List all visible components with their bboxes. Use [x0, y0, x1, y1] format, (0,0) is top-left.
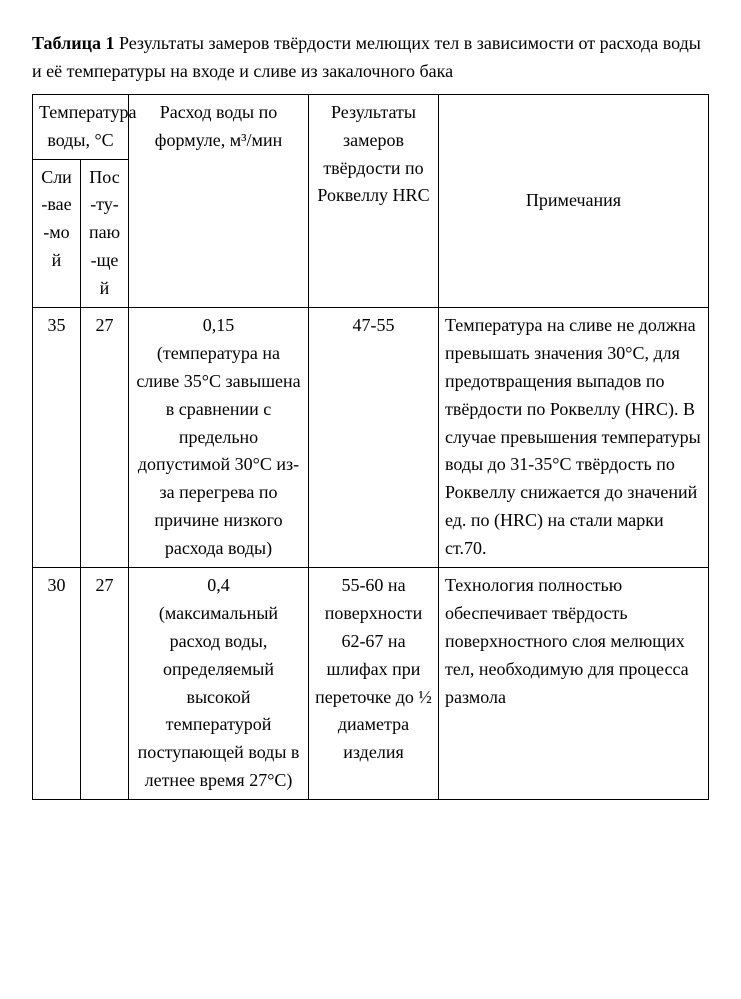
header-row-1: Температура воды, °С Расход воды по форм…: [33, 94, 709, 159]
cell-inflow: 27: [81, 568, 129, 800]
cell-notes: Температура на сливе не должна превышать…: [439, 308, 709, 568]
cell-outflow: 35: [33, 308, 81, 568]
caption-text: Результаты замеров твёрдости мелющих тел…: [32, 33, 701, 81]
table-row: 30 27 0,4(максимальный расход воды, опре…: [33, 568, 709, 800]
cell-hrc: 47-55: [309, 308, 439, 568]
th-inflow: Пос-ту-паю-щей: [81, 159, 129, 307]
cell-notes: Технология полностью обеспечивает твёрдо…: [439, 568, 709, 800]
cell-outflow: 30: [33, 568, 81, 800]
cell-flow: 0,4(максимальный расход воды, определяем…: [129, 568, 309, 800]
th-temperature: Температура воды, °С: [33, 94, 129, 159]
caption-label: Таблица 1: [32, 33, 114, 53]
th-notes: Примечания: [439, 94, 709, 307]
cell-flow: 0,15(температура на сливе 35°С завышена …: [129, 308, 309, 568]
table-row: 35 27 0,15(температура на сливе 35°С зав…: [33, 308, 709, 568]
table-caption: Таблица 1 Результаты замеров твёрдости м…: [32, 30, 709, 86]
th-hrc: Результаты замеров твёрдости по Роквеллу…: [309, 94, 439, 307]
cell-hrc: 55-60 на поверхности 62-67 на шлифах при…: [309, 568, 439, 800]
cell-inflow: 27: [81, 308, 129, 568]
th-outflow: Сли-вае-мой: [33, 159, 81, 307]
results-table: Температура воды, °С Расход воды по форм…: [32, 94, 709, 800]
th-flow: Расход воды по формуле, м³/мин: [129, 94, 309, 307]
